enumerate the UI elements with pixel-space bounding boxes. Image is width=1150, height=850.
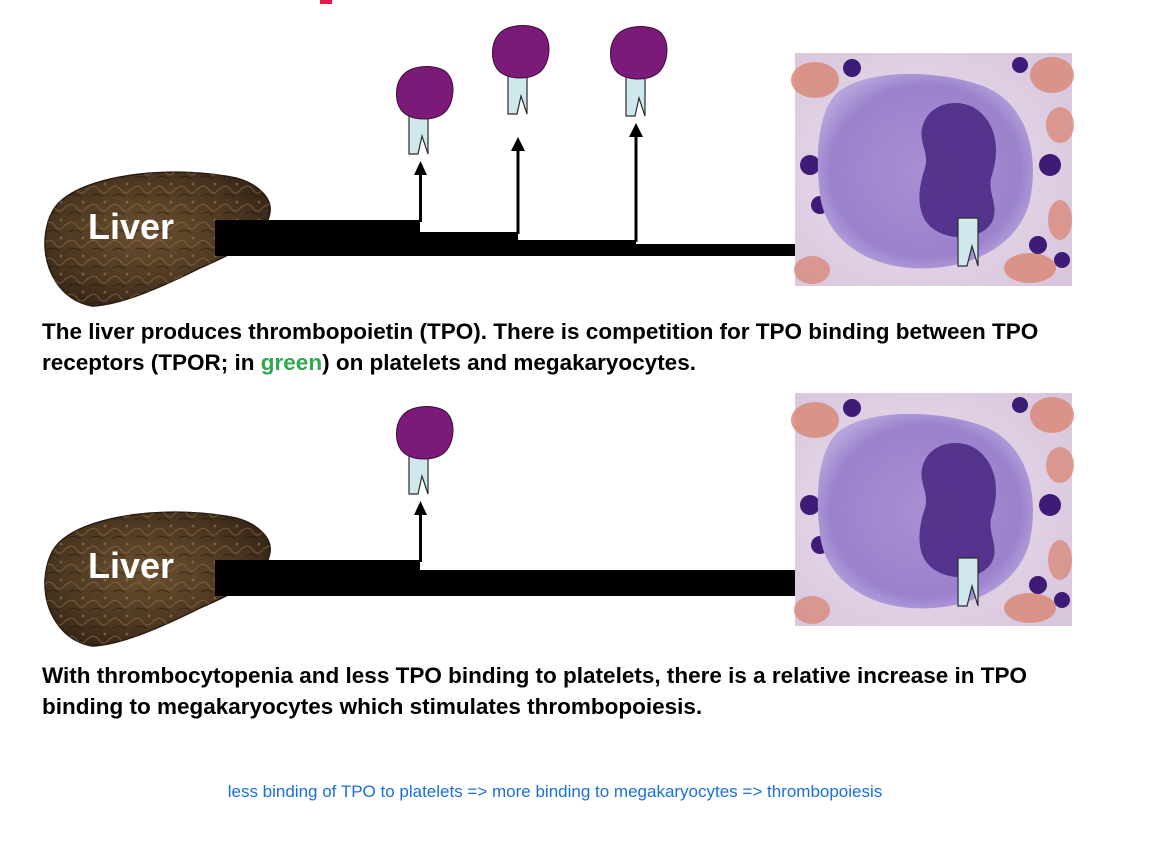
tpo-flow-arrow [215, 123, 955, 262]
panel-top: Liver [44, 25, 1074, 307]
platelet-3 [610, 26, 668, 117]
caption-green-word: green [260, 350, 323, 375]
summary-note: less binding of TPO to platelets => more… [227, 782, 883, 801]
branch-arrow-2 [511, 137, 525, 234]
megakaryocyte-receptor [957, 557, 979, 607]
platelet-1 [396, 406, 454, 495]
panel-bottom: Liver [44, 393, 1074, 647]
branch-arrow-3 [629, 123, 643, 242]
megakaryocyte-micrograph [791, 53, 1074, 286]
tpo-receptor [625, 75, 646, 117]
megakaryocyte-receptor [957, 217, 979, 267]
liver-label: Liver [88, 206, 174, 247]
tpo-receptor [507, 73, 528, 115]
liver-label: Liver [88, 545, 174, 586]
caption-top: The liver produces thrombopoietin (TPO).… [42, 319, 1039, 375]
platelet-body [492, 25, 550, 79]
caption-bottom: With thrombocytopenia and less TPO bindi… [42, 663, 1028, 719]
tpo-receptor [408, 113, 429, 155]
tpo-flow-arrow [215, 501, 955, 596]
platelet-body [610, 26, 668, 80]
platelet-1 [396, 66, 454, 155]
platelet-body [396, 406, 454, 460]
branch-arrow-1 [414, 161, 427, 222]
platelet-body [396, 66, 454, 120]
megakaryocyte-micrograph [791, 393, 1074, 626]
branch-arrow-1 [414, 501, 427, 562]
liver-shape: Liver [44, 511, 271, 647]
liver-shape: Liver [44, 171, 271, 307]
header-fragment [320, 0, 332, 4]
tpo-receptor [408, 453, 429, 495]
platelet-2 [492, 25, 550, 115]
